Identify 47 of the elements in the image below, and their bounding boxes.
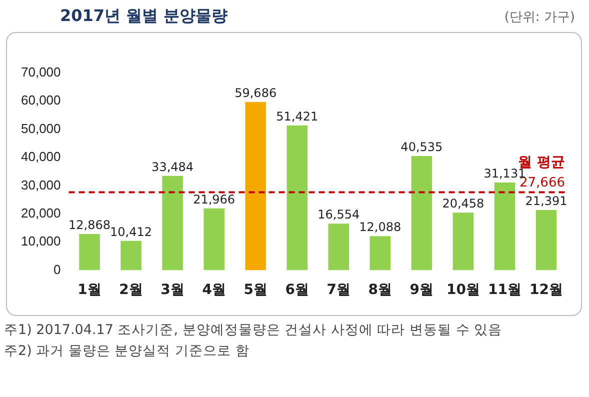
x-tick-label: 1월 — [78, 282, 102, 298]
bar — [162, 176, 183, 270]
y-tick-label: 0 — [54, 262, 61, 277]
bar — [370, 236, 391, 270]
x-tick-label: 2월 — [119, 282, 143, 298]
data-label: 21,391 — [525, 194, 568, 208]
data-label: 12,088 — [359, 220, 402, 234]
bar — [536, 210, 557, 270]
x-tick-label: 4월 — [202, 282, 226, 298]
bar — [494, 182, 516, 270]
bar — [120, 240, 142, 270]
y-tick-label: 70,000 — [20, 64, 61, 80]
data-label: 59,686 — [234, 86, 277, 100]
data-label: 33,484 — [152, 160, 194, 174]
bar — [79, 234, 100, 270]
bar — [411, 156, 432, 270]
y-tick-label: 40,000 — [20, 149, 61, 164]
data-label: 21,966 — [193, 192, 236, 206]
y-tick-label: 50,000 — [20, 120, 61, 136]
y-tick-label: 30,000 — [20, 177, 61, 192]
x-tick-label: 12월 — [530, 282, 563, 298]
bar — [204, 208, 224, 270]
chart-subtitle: (단위: 가구) — [504, 9, 575, 26]
data-label: 51,421 — [276, 109, 318, 124]
bar — [286, 125, 308, 270]
data-label: 40,535 — [400, 140, 443, 154]
x-tick-label: 10월 — [446, 282, 480, 298]
data-label: 16,554 — [318, 208, 360, 222]
x-tick-label: 5월 — [244, 282, 268, 298]
text: 주1) 2017.04.17 조사기준, 분양예정물량은 건설사 사정에 따라 변동될 수 있음 — [4, 321, 502, 340]
chart-title: 2017년 월별 분양물량 — [60, 6, 228, 27]
text: 주2) 과거 물량은 분양실적 기준으로 함 — [4, 342, 250, 361]
y-tick-label: 20,000 — [20, 205, 61, 220]
x-tick-label: 7월 — [326, 282, 351, 298]
x-tick-label: 9월 — [410, 282, 434, 298]
data-label: 10,412 — [110, 224, 152, 239]
y-tick-label: 10,000 — [20, 234, 61, 249]
data-label: 20,458 — [442, 196, 484, 211]
data-label: 12,868 — [68, 218, 111, 232]
x-tick-label: 11월 — [488, 282, 522, 298]
bar — [452, 212, 474, 270]
y-tick-label: 60,000 — [20, 92, 61, 108]
x-tick-label: 6월 — [285, 282, 309, 298]
bar — [245, 102, 266, 270]
x-tick-label: 8월 — [368, 282, 392, 298]
x-tick-label: 3월 — [160, 282, 184, 298]
bar — [328, 224, 350, 270]
